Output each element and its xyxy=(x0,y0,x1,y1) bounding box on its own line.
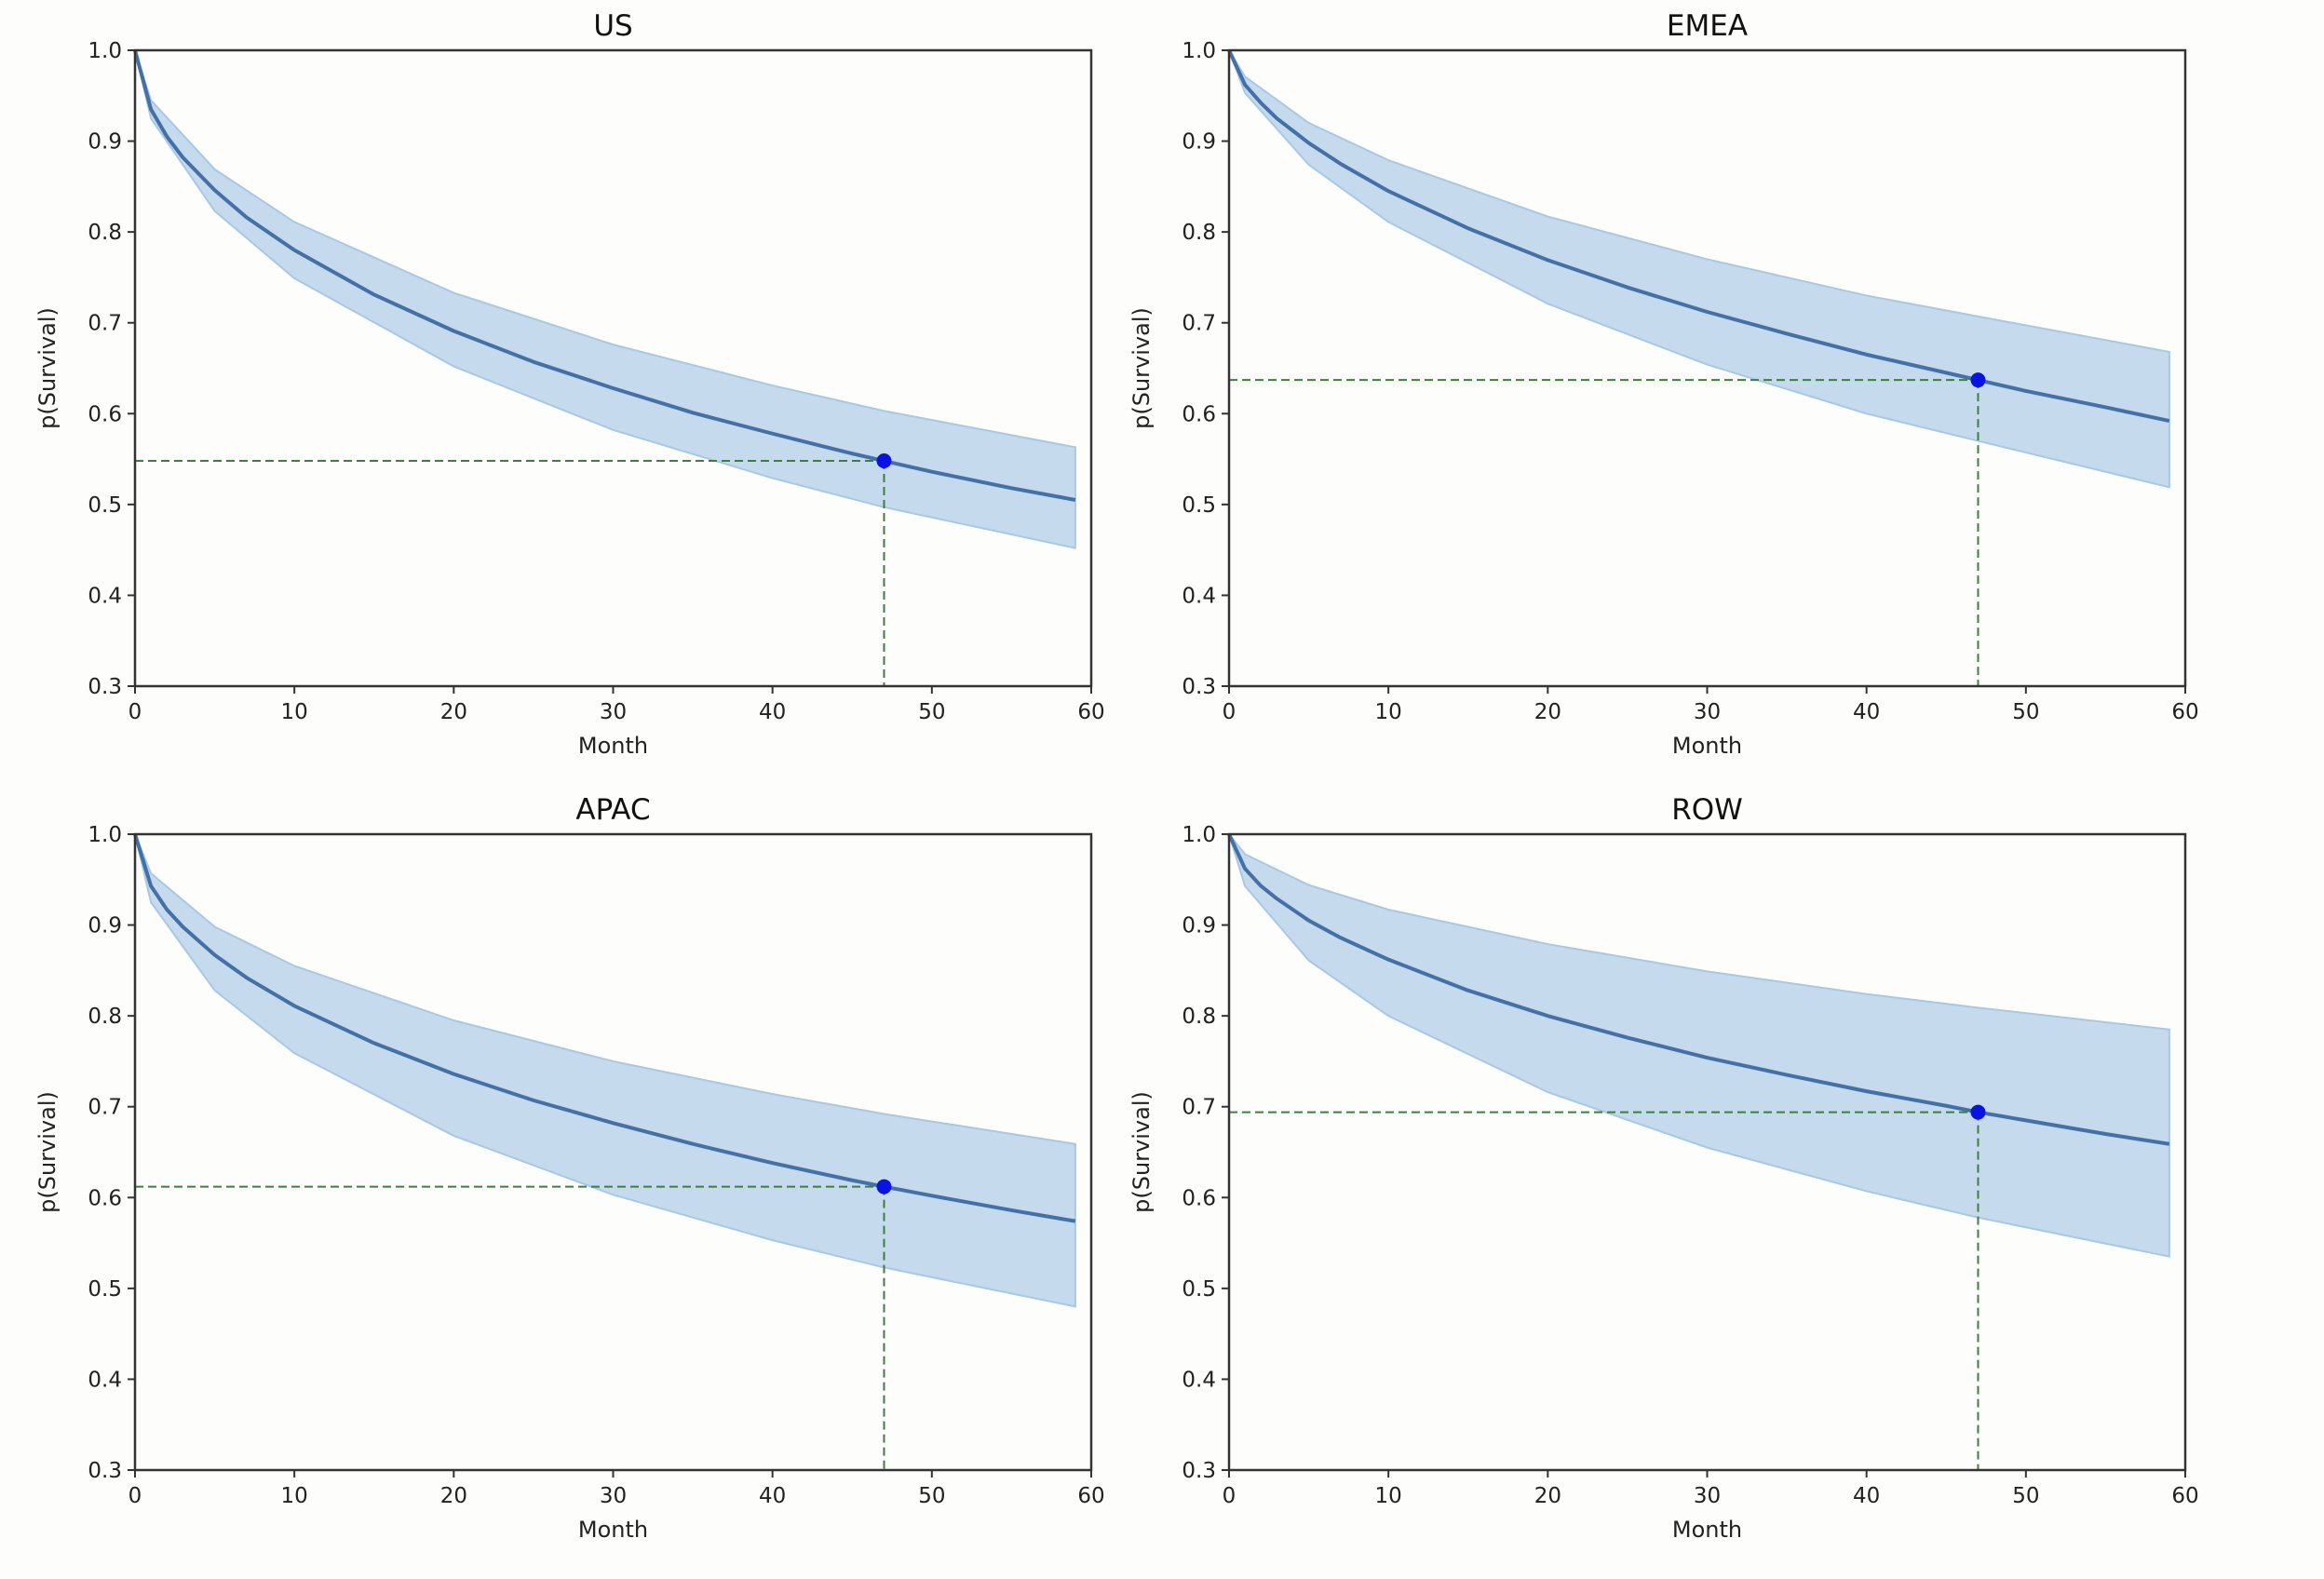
y-tick-label: 0.6 xyxy=(88,1186,122,1210)
y-tick-label: 0.4 xyxy=(1182,584,1216,608)
highlight-marker xyxy=(876,453,892,469)
y-tick-label: 1.0 xyxy=(1182,39,1216,63)
x-tick-label: 60 xyxy=(1077,1484,1104,1508)
y-tick-label: 0.5 xyxy=(1182,493,1216,518)
subplot-title: ROW xyxy=(1671,793,1743,827)
x-tick-label: 10 xyxy=(1375,1484,1402,1508)
x-tick-label: 30 xyxy=(1694,1484,1721,1508)
y-tick-label: 0.5 xyxy=(1182,1277,1216,1302)
y-axis-label: p(Survival) xyxy=(1128,1091,1155,1213)
x-tick-label: 10 xyxy=(1375,700,1402,724)
x-tick-label: 10 xyxy=(281,1484,308,1508)
y-tick-label: 0.3 xyxy=(88,1459,122,1483)
y-tick-label: 0.3 xyxy=(1182,1459,1216,1483)
y-tick-label: 0.5 xyxy=(88,1277,122,1302)
x-tick-label: 0 xyxy=(1223,700,1236,724)
x-tick-label: 40 xyxy=(1853,1484,1880,1508)
y-tick-label: 0.4 xyxy=(1182,1368,1216,1392)
subplot-apac: 0 10 20 30 40 50 60 0.3 0.4 0.5 0.6 0.7 0.8 0.9 1.0 APA… xyxy=(34,793,1105,1543)
x-tick-label: 60 xyxy=(2171,700,2198,724)
x-axis-label: Month xyxy=(1672,1517,1742,1543)
x-tick-label: 20 xyxy=(1534,1484,1561,1508)
survival-line xyxy=(1227,49,2170,424)
subplot-row: 0 10 20 30 40 50 60 0.3 0.4 0.5 0.6 0.7 0.8 0.9 1.0 ROW… xyxy=(1128,793,2199,1543)
y-axis-label: p(Survival) xyxy=(1128,307,1155,429)
x-tick-label: 50 xyxy=(918,700,945,724)
survival-line xyxy=(133,833,1076,1223)
y-tick-label: 1.0 xyxy=(88,39,122,63)
subplot-emea: 0 10 20 30 40 50 60 0.3 0.4 0.5 0.6 0.7 0.8 0.9 1.0 EME… xyxy=(1128,9,2199,759)
y-tick-label: 0.9 xyxy=(88,130,122,155)
highlight-marker xyxy=(1970,1104,1986,1120)
highlight-marker xyxy=(876,1179,892,1194)
x-tick-label: 40 xyxy=(1853,700,1880,724)
x-tick-label: 0 xyxy=(128,1484,142,1508)
y-tick-label: 0.7 xyxy=(1182,1096,1216,1120)
x-tick-label: 0 xyxy=(128,700,142,724)
x-tick-label: 50 xyxy=(2012,700,2039,724)
y-tick-label: 1.0 xyxy=(88,823,122,847)
subplot-us: 0 10 20 30 40 50 60 0.3 0.4 0.5 0.6 0.7 0.8 0.9 1.0 US M… xyxy=(34,9,1105,759)
highlight-marker xyxy=(1970,372,1986,388)
y-tick-label: 0.6 xyxy=(88,402,122,426)
x-tick-label: 0 xyxy=(1223,1484,1236,1508)
x-tick-label: 50 xyxy=(2012,1484,2039,1508)
y-tick-label: 0.8 xyxy=(88,221,122,245)
y-tick-label: 0.6 xyxy=(1182,1186,1216,1210)
y-tick-label: 0.7 xyxy=(1182,312,1216,336)
x-tick-label: 30 xyxy=(1694,700,1721,724)
y-tick-label: 0.8 xyxy=(88,1005,122,1029)
x-tick-label: 60 xyxy=(1077,700,1104,724)
confidence-band xyxy=(134,833,1076,1308)
x-tick-label: 10 xyxy=(281,700,308,724)
y-tick-label: 0.9 xyxy=(1182,130,1216,155)
y-tick-label: 0.8 xyxy=(1182,1005,1216,1029)
subplot-title: EMEA xyxy=(1667,9,1748,43)
x-tick-label: 30 xyxy=(600,700,627,724)
x-tick-label: 20 xyxy=(1534,700,1561,724)
x-tick-label: 50 xyxy=(918,1484,945,1508)
y-tick-label: 0.9 xyxy=(88,914,122,938)
survival-line xyxy=(1227,833,2170,1146)
x-tick-label: 20 xyxy=(440,1484,467,1508)
confidence-band xyxy=(1228,49,2170,489)
x-axis-label: Month xyxy=(578,733,648,759)
y-tick-label: 0.5 xyxy=(88,493,122,518)
y-tick-label: 0.3 xyxy=(88,675,122,699)
subplot-title: US xyxy=(593,9,632,43)
subplot-title: APAC xyxy=(575,793,650,827)
x-tick-label: 20 xyxy=(440,700,467,724)
x-tick-label: 30 xyxy=(600,1484,627,1508)
y-tick-label: 0.9 xyxy=(1182,914,1216,938)
x-axis-label: Month xyxy=(1672,733,1742,759)
y-tick-label: 0.4 xyxy=(88,584,122,608)
y-axis-label: p(Survival) xyxy=(34,1091,61,1213)
y-tick-label: 0.7 xyxy=(88,1096,122,1120)
y-axis-label: p(Survival) xyxy=(34,307,61,429)
y-tick-label: 0.7 xyxy=(88,312,122,336)
x-tick-label: 60 xyxy=(2171,1484,2198,1508)
x-axis-label: Month xyxy=(578,1517,648,1543)
x-tick-label: 40 xyxy=(759,1484,786,1508)
y-tick-label: 0.6 xyxy=(1182,402,1216,426)
y-tick-label: 1.0 xyxy=(1182,823,1216,847)
confidence-band xyxy=(1228,833,2170,1258)
survival-line xyxy=(133,49,1076,502)
x-tick-label: 40 xyxy=(759,700,786,724)
confidence-band xyxy=(134,49,1076,549)
y-tick-label: 0.3 xyxy=(1182,675,1216,699)
y-tick-label: 0.4 xyxy=(88,1368,122,1392)
y-tick-label: 0.8 xyxy=(1182,221,1216,245)
